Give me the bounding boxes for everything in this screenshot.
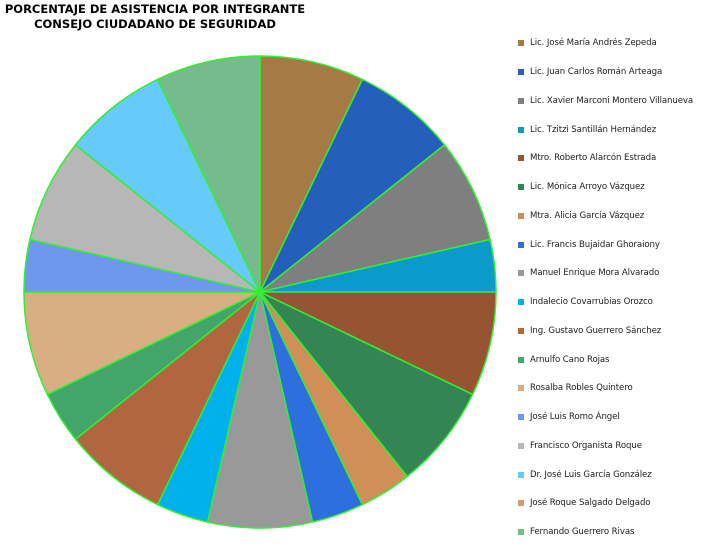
legend-label: Francisco Organista Roque	[530, 440, 642, 451]
legend-item: Francisco Organista Roque	[518, 432, 716, 461]
legend-swatch	[518, 40, 524, 47]
legend-item: Dr. José Luis García González	[518, 460, 716, 489]
legend-label: Lic. Francis Bujaidar Ghoraiony	[530, 239, 660, 250]
legend-item: Lic. Xavier Marconi Montero Villanueva	[518, 87, 716, 116]
legend-label: Manuel Enrique Mora Alvarado	[530, 268, 660, 279]
legend-label: Rosalba Robles Quintero	[530, 383, 633, 394]
legend-label: Lic. José María Andrés Zepeda	[530, 38, 657, 49]
legend-swatch	[518, 69, 524, 76]
legend-swatch	[518, 270, 524, 277]
legend-item: Fernando Guerrero Rivas	[518, 518, 716, 545]
legend-item: Arnulfo Cano Rojas	[518, 345, 716, 374]
legend-item: Ing. Gustavo Guerrero Sánchez	[518, 317, 716, 346]
legend-swatch	[518, 327, 524, 334]
chart-title-line-1: PORCENTAJE DE ASISTENCIA POR INTEGRANTE	[4, 2, 306, 16]
pie-slice-4	[259, 291, 497, 396]
legend-swatch	[518, 414, 524, 421]
legend-label: Arnulfo Cano Rojas	[530, 354, 610, 365]
legend-item: José Roque Salgado Delgado	[518, 489, 716, 518]
legend-swatch	[518, 184, 524, 191]
legend-label: Indalecio Covarrubias Orozco	[530, 297, 653, 308]
legend-item: Mtro. Roberto Alarcón Estrada	[518, 144, 716, 173]
legend-item: Lic. José María Andrés Zepeda	[518, 29, 716, 58]
pie-slice-1	[259, 78, 446, 293]
pie-slice-12	[23, 291, 261, 396]
legend-swatch	[518, 471, 524, 478]
legend-swatch	[518, 299, 524, 306]
pie-slices	[23, 55, 497, 529]
legend-swatch	[518, 500, 524, 507]
pie-slice-15	[74, 78, 261, 293]
legend-item: Lic. Juan Carlos Román Arteaga	[518, 58, 716, 87]
legend-label: Lic. Xavier Marconi Montero Villanueva	[530, 95, 694, 106]
pie-slice-0	[259, 55, 364, 293]
legend-swatch	[518, 385, 524, 392]
legend-item: Indalecio Covarrubias Orozco	[518, 288, 716, 317]
legend-swatch	[518, 241, 524, 248]
pie-slice-5	[259, 291, 474, 478]
chart-title-line-2: CONSEJO CIUDADANO DE SEGURIDAD	[34, 17, 276, 31]
legend-item: Lic. Francis Bujaidar Ghoraiony	[518, 230, 716, 259]
pie-slice-10	[74, 291, 261, 506]
legend-swatch	[518, 212, 524, 219]
pie-slice-17	[156, 55, 261, 293]
chart-title: PORCENTAJE DE ASISTENCIA POR INTEGRANTE …	[0, 2, 310, 32]
legend-label: Ing. Gustavo Guerrero Sánchez	[530, 325, 662, 336]
legend-label: Fernando Guerrero Rivas	[530, 527, 635, 538]
legend-swatch	[518, 97, 524, 104]
legend-label: Mtra. Alicia García Vázquez	[530, 210, 645, 221]
legend-swatch	[518, 155, 524, 162]
pie-slice-14	[29, 144, 261, 293]
legend-label: José Roque Salgado Delgado	[530, 498, 651, 509]
legend-swatch	[518, 356, 524, 363]
legend-label: Mtro. Roberto Alarcón Estrada	[530, 153, 657, 164]
pie-slice-8	[206, 291, 314, 529]
legend-label: Lic. Mónica Arroyo Vázquez	[530, 182, 645, 193]
legend-item: Lic. Mónica Arroyo Vázquez	[518, 173, 716, 202]
legend-label: José Luis Romo Ángel	[530, 412, 620, 423]
legend-label: Lic. Tzitzi Santillán Hernández	[530, 124, 657, 135]
legend-item: Mtra. Alicia García Vázquez	[518, 202, 716, 231]
legend-swatch	[518, 529, 524, 536]
legend: Lic. José María Andrés Zepeda Lic. Juan C…	[518, 29, 716, 545]
legend-label: Lic. Juan Carlos Román Arteaga	[530, 67, 663, 78]
legend-label: Dr. José Luis García González	[530, 469, 652, 480]
legend-item: José Luis Romo Ángel	[518, 403, 716, 432]
legend-swatch	[518, 126, 524, 133]
legend-item: Manuel Enrique Mora Alvarado	[518, 259, 716, 288]
legend-item: Lic. Tzitzi Santillán Hernández	[518, 115, 716, 144]
pie-chart	[23, 55, 497, 529]
legend-item: Rosalba Robles Quintero	[518, 374, 716, 403]
legend-swatch	[518, 442, 524, 449]
pie-slice-2	[259, 144, 491, 293]
